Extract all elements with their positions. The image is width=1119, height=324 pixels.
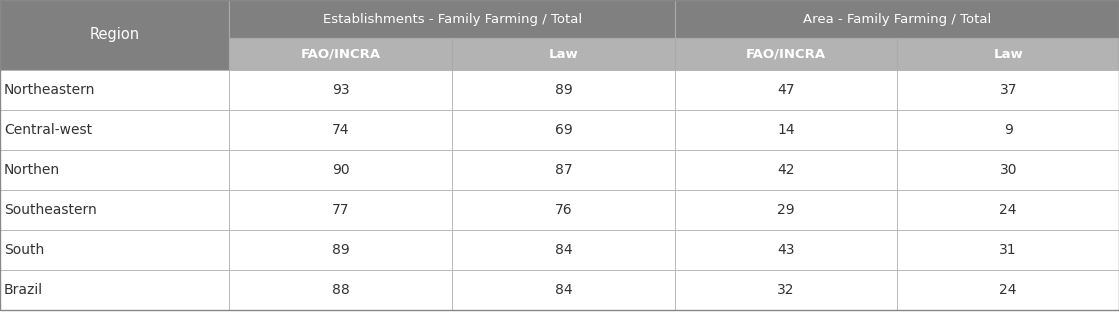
Bar xyxy=(0,230,229,270)
Text: Establishments - Family Farming / Total: Establishments - Family Farming / Total xyxy=(322,13,582,26)
Text: Southeastern: Southeastern xyxy=(4,203,96,217)
Bar xyxy=(897,270,1119,310)
Text: 89: 89 xyxy=(332,243,349,257)
Bar xyxy=(229,270,452,310)
Bar xyxy=(675,38,897,70)
Text: 90: 90 xyxy=(332,163,349,177)
Text: 74: 74 xyxy=(332,123,349,137)
Text: 77: 77 xyxy=(332,203,349,217)
Bar xyxy=(0,150,229,190)
Text: 88: 88 xyxy=(332,283,349,297)
Bar xyxy=(452,190,675,230)
Bar xyxy=(229,110,452,150)
Text: 24: 24 xyxy=(999,203,1017,217)
Bar xyxy=(897,230,1119,270)
Text: 31: 31 xyxy=(999,243,1017,257)
Bar xyxy=(452,38,675,70)
Text: Northen: Northen xyxy=(4,163,60,177)
Bar xyxy=(229,38,452,70)
Bar xyxy=(229,190,452,230)
Bar xyxy=(675,150,897,190)
Bar xyxy=(229,230,452,270)
Text: 29: 29 xyxy=(778,203,794,217)
Bar xyxy=(897,70,1119,110)
Text: 89: 89 xyxy=(555,83,572,97)
Text: 9: 9 xyxy=(1004,123,1013,137)
Text: 32: 32 xyxy=(778,283,794,297)
Text: 42: 42 xyxy=(778,163,794,177)
Text: 43: 43 xyxy=(778,243,794,257)
Bar xyxy=(897,150,1119,190)
Bar xyxy=(0,110,229,150)
Bar xyxy=(675,0,1119,38)
Text: 87: 87 xyxy=(555,163,572,177)
Text: FAO/INCRA: FAO/INCRA xyxy=(301,48,380,61)
Bar xyxy=(675,190,897,230)
Bar xyxy=(452,70,675,110)
Text: Law: Law xyxy=(548,48,579,61)
Bar xyxy=(0,190,229,230)
Text: 76: 76 xyxy=(555,203,572,217)
Text: 84: 84 xyxy=(555,283,572,297)
Bar xyxy=(675,270,897,310)
Bar xyxy=(675,70,897,110)
Text: South: South xyxy=(4,243,45,257)
Bar xyxy=(0,270,229,310)
Bar xyxy=(452,270,675,310)
Text: 69: 69 xyxy=(555,123,572,137)
Bar xyxy=(229,0,675,38)
Bar xyxy=(0,70,229,110)
Text: 84: 84 xyxy=(555,243,572,257)
Bar xyxy=(452,150,675,190)
Bar xyxy=(452,110,675,150)
Bar xyxy=(897,190,1119,230)
Text: Law: Law xyxy=(994,48,1023,61)
Text: Area - Family Farming / Total: Area - Family Farming / Total xyxy=(802,13,991,26)
Bar xyxy=(229,150,452,190)
Bar xyxy=(0,0,229,70)
Text: 93: 93 xyxy=(332,83,349,97)
Bar xyxy=(675,110,897,150)
Text: FAO/INCRA: FAO/INCRA xyxy=(746,48,826,61)
Bar xyxy=(897,38,1119,70)
Text: 30: 30 xyxy=(999,163,1017,177)
Text: Northeastern: Northeastern xyxy=(4,83,95,97)
Bar xyxy=(675,230,897,270)
Text: 24: 24 xyxy=(999,283,1017,297)
Text: 14: 14 xyxy=(778,123,794,137)
Text: Region: Region xyxy=(90,28,140,42)
Text: Central-west: Central-west xyxy=(4,123,92,137)
Text: Brazil: Brazil xyxy=(4,283,44,297)
Bar xyxy=(897,110,1119,150)
Bar xyxy=(452,230,675,270)
Bar xyxy=(229,70,452,110)
Text: 47: 47 xyxy=(778,83,794,97)
Text: 37: 37 xyxy=(999,83,1017,97)
